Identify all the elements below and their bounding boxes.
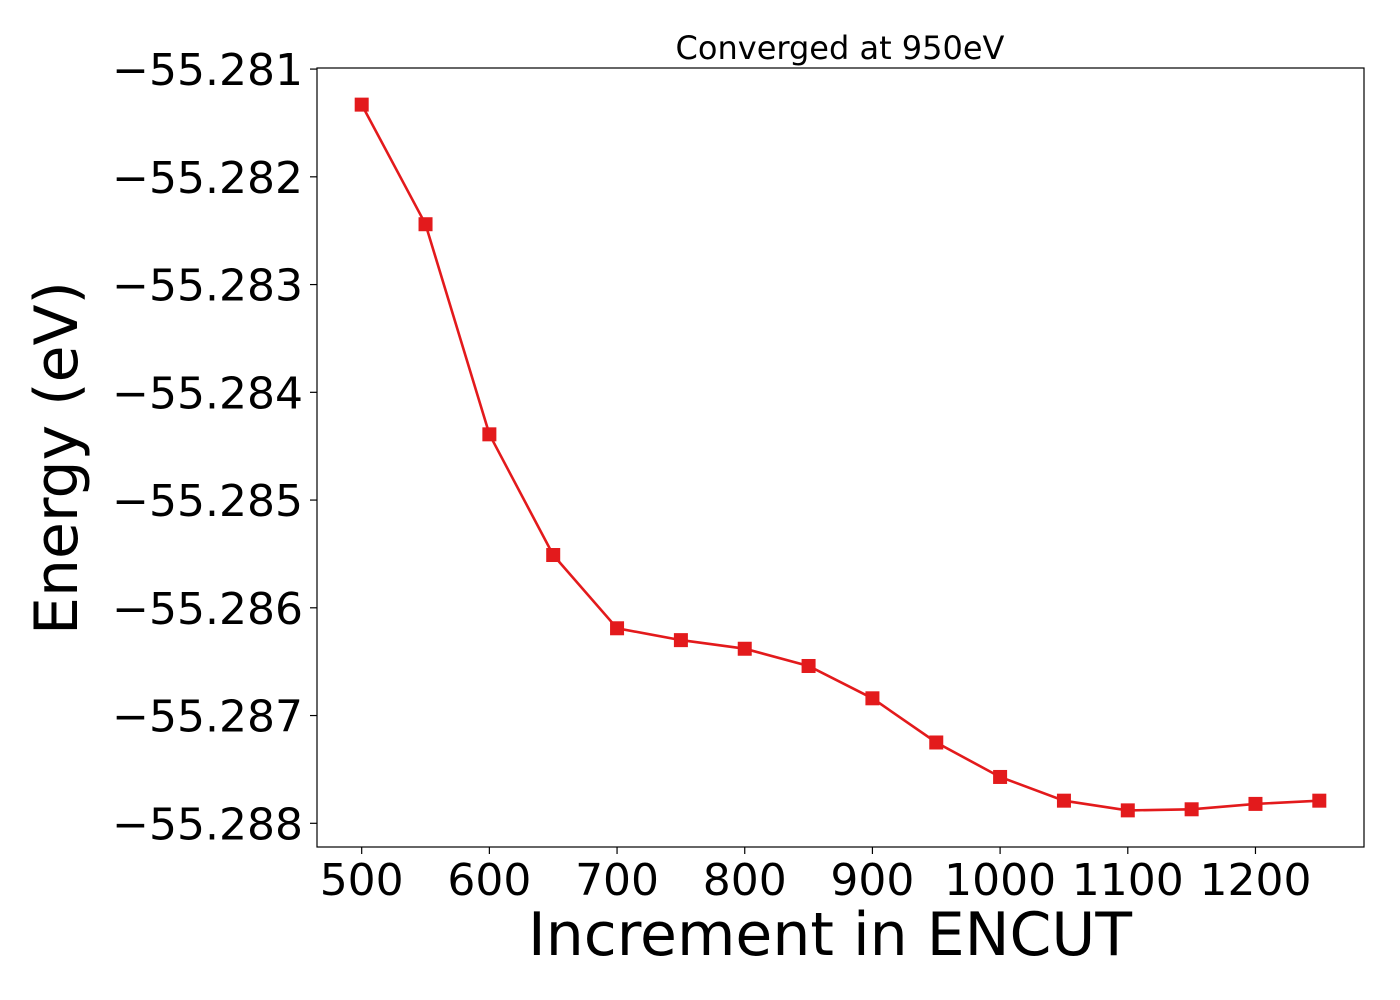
x-axis-label: Increment in ENCUT	[528, 900, 1132, 970]
x-tick-label: 900	[830, 855, 914, 906]
data-point	[1184, 802, 1199, 817]
x-tick-label: 1000	[944, 855, 1056, 906]
y-tick-label: −55.281	[112, 45, 303, 96]
x-axis: 500 600 700 800 900 1000 1100 1200	[320, 847, 1311, 906]
data-point	[737, 641, 752, 656]
data-point	[865, 691, 880, 706]
x-tick-label: 1100	[1072, 855, 1184, 906]
plot-frame	[316, 67, 1365, 848]
x-tick-label: 500	[320, 855, 404, 906]
data-point	[673, 633, 688, 648]
y-tick-label: −55.284	[112, 368, 303, 419]
x-tick-label: 800	[703, 855, 787, 906]
data-point	[801, 658, 816, 673]
y-tick-label: −55.285	[112, 476, 303, 527]
y-axis-label: Energy (eV)	[22, 281, 92, 635]
data-point	[993, 769, 1008, 784]
y-tick-label: −55.286	[112, 584, 303, 635]
y-tick-label: −55.287	[112, 692, 303, 743]
data-point	[418, 217, 433, 232]
series-line	[360, 103, 1320, 812]
chart-title: Converged at 950eV	[676, 29, 1005, 67]
x-tick-label: 700	[575, 855, 659, 906]
y-tick-label: −55.288	[112, 799, 303, 850]
x-tick-label: 1200	[1199, 855, 1311, 906]
data-point	[1248, 796, 1263, 811]
data-point	[546, 548, 561, 563]
data-point	[929, 735, 944, 750]
data-point	[354, 97, 369, 112]
data-point	[1312, 793, 1327, 808]
data-point	[482, 427, 497, 442]
y-tick-label: −55.282	[112, 153, 303, 204]
data-point	[610, 621, 625, 636]
data-point	[1056, 793, 1071, 808]
y-axis: −55.281 −55.282 −55.283 −55.284 −55.285 −55.2…	[112, 45, 317, 850]
y-tick-label: −55.283	[112, 261, 303, 312]
data-point	[1120, 803, 1135, 818]
plot-area	[354, 97, 1327, 818]
x-tick-label: 600	[447, 855, 531, 906]
